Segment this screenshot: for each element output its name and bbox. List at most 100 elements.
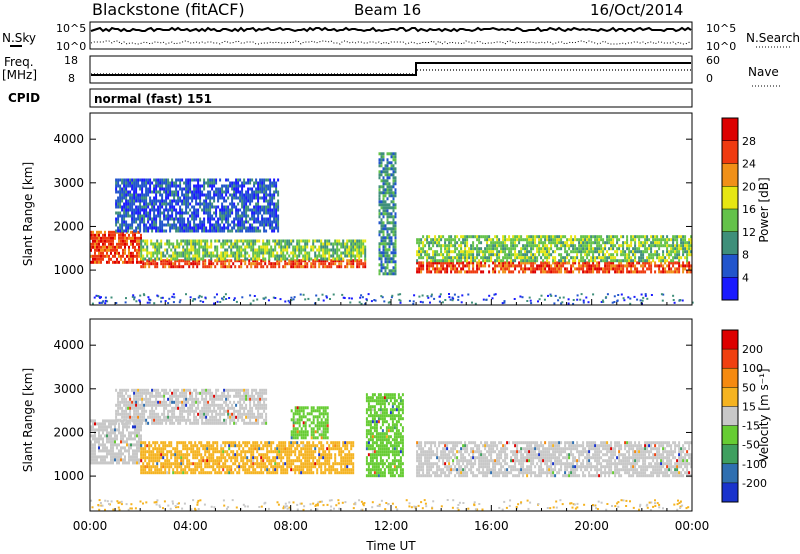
data-cell [123, 202, 126, 206]
data-cell [186, 254, 189, 258]
data-cell [564, 270, 567, 274]
data-cell [173, 181, 176, 185]
data-cell [438, 261, 441, 265]
data-cell [538, 241, 541, 245]
data-cell [197, 296, 200, 299]
data-cell [170, 441, 173, 445]
nave-tick-top: 60 [706, 54, 720, 67]
data-cell [162, 462, 165, 466]
data-cell [92, 425, 94, 429]
data-cell [500, 267, 503, 271]
data-cell [176, 441, 179, 445]
data-cell [672, 256, 675, 260]
data-cell [110, 455, 112, 459]
data-cell [276, 239, 279, 243]
data-cell [149, 223, 152, 227]
data-cell [143, 199, 146, 203]
data-cell [173, 205, 176, 209]
data-cell [154, 257, 157, 261]
data-cell [137, 199, 140, 203]
data-cell [157, 184, 160, 188]
data-cell [118, 422, 120, 426]
data-cell [233, 193, 236, 197]
data-cell [244, 254, 247, 258]
data-cell [173, 193, 176, 197]
data-cell [118, 242, 120, 246]
data-cell [267, 178, 270, 182]
data-cell [142, 456, 145, 460]
data-cell [668, 238, 671, 242]
data-cell [248, 262, 251, 266]
data-cell [144, 471, 147, 475]
data-cell [184, 441, 187, 445]
data-cell [546, 250, 549, 254]
data-cell [460, 247, 463, 251]
data-cell [474, 259, 477, 263]
data-cell [520, 259, 523, 263]
data-cell [104, 461, 106, 465]
data-cell [115, 178, 118, 182]
data-cell [110, 440, 112, 444]
data-cell [532, 259, 535, 263]
data-cell [116, 446, 118, 450]
data-cell [277, 229, 280, 233]
data-cell [442, 264, 445, 268]
nave-line [91, 69, 691, 75]
data-cell [282, 248, 285, 252]
data-cell [156, 245, 159, 249]
data-cell [390, 269, 393, 273]
data-cell [255, 190, 258, 194]
data-cell [397, 293, 400, 296]
data-cell [436, 250, 439, 254]
data-cell [189, 223, 192, 227]
data-cell [114, 458, 116, 462]
data-cell [560, 247, 563, 251]
data-cell [237, 217, 240, 221]
data-cell [162, 453, 165, 457]
data-cell [94, 449, 96, 453]
data-cell [526, 244, 529, 248]
data-cell [390, 188, 393, 192]
data-cell [284, 254, 287, 258]
data-cell [155, 199, 158, 203]
data-cell [594, 235, 597, 239]
data-cell [536, 256, 539, 260]
data-cell [548, 261, 551, 265]
data-cell [128, 254, 130, 258]
data-cell [493, 293, 496, 296]
data-cell [156, 456, 159, 460]
data-cell [185, 193, 188, 197]
data-cell [658, 241, 661, 245]
data-cell [329, 298, 331, 300]
data-cell [199, 220, 202, 224]
data-cell [221, 297, 223, 300]
data-cell [117, 220, 120, 224]
data-cell [176, 242, 179, 246]
data-cell [494, 253, 497, 257]
data-cell [178, 254, 181, 258]
data-cell [622, 235, 625, 239]
data-cell [382, 185, 385, 189]
data-cell [466, 241, 469, 245]
data-cell [496, 256, 499, 260]
data-cell [378, 269, 381, 273]
data-cell [119, 199, 122, 203]
data-cell [120, 437, 122, 441]
data-cell [388, 185, 391, 189]
data-cell [638, 238, 641, 242]
data-cell [592, 235, 595, 239]
data-cell [682, 235, 685, 239]
data-cell [394, 215, 397, 219]
data-cell [614, 267, 617, 271]
data-cell [516, 238, 519, 242]
data-cell [650, 241, 653, 245]
data-cell [117, 184, 120, 188]
data-cell [284, 242, 287, 246]
data-cell [186, 245, 189, 249]
data-cell [508, 247, 511, 251]
data-cell [650, 267, 653, 271]
data-cell [203, 178, 206, 182]
data-cell [588, 247, 591, 251]
data-cell [170, 444, 173, 448]
data-cell [240, 262, 243, 266]
